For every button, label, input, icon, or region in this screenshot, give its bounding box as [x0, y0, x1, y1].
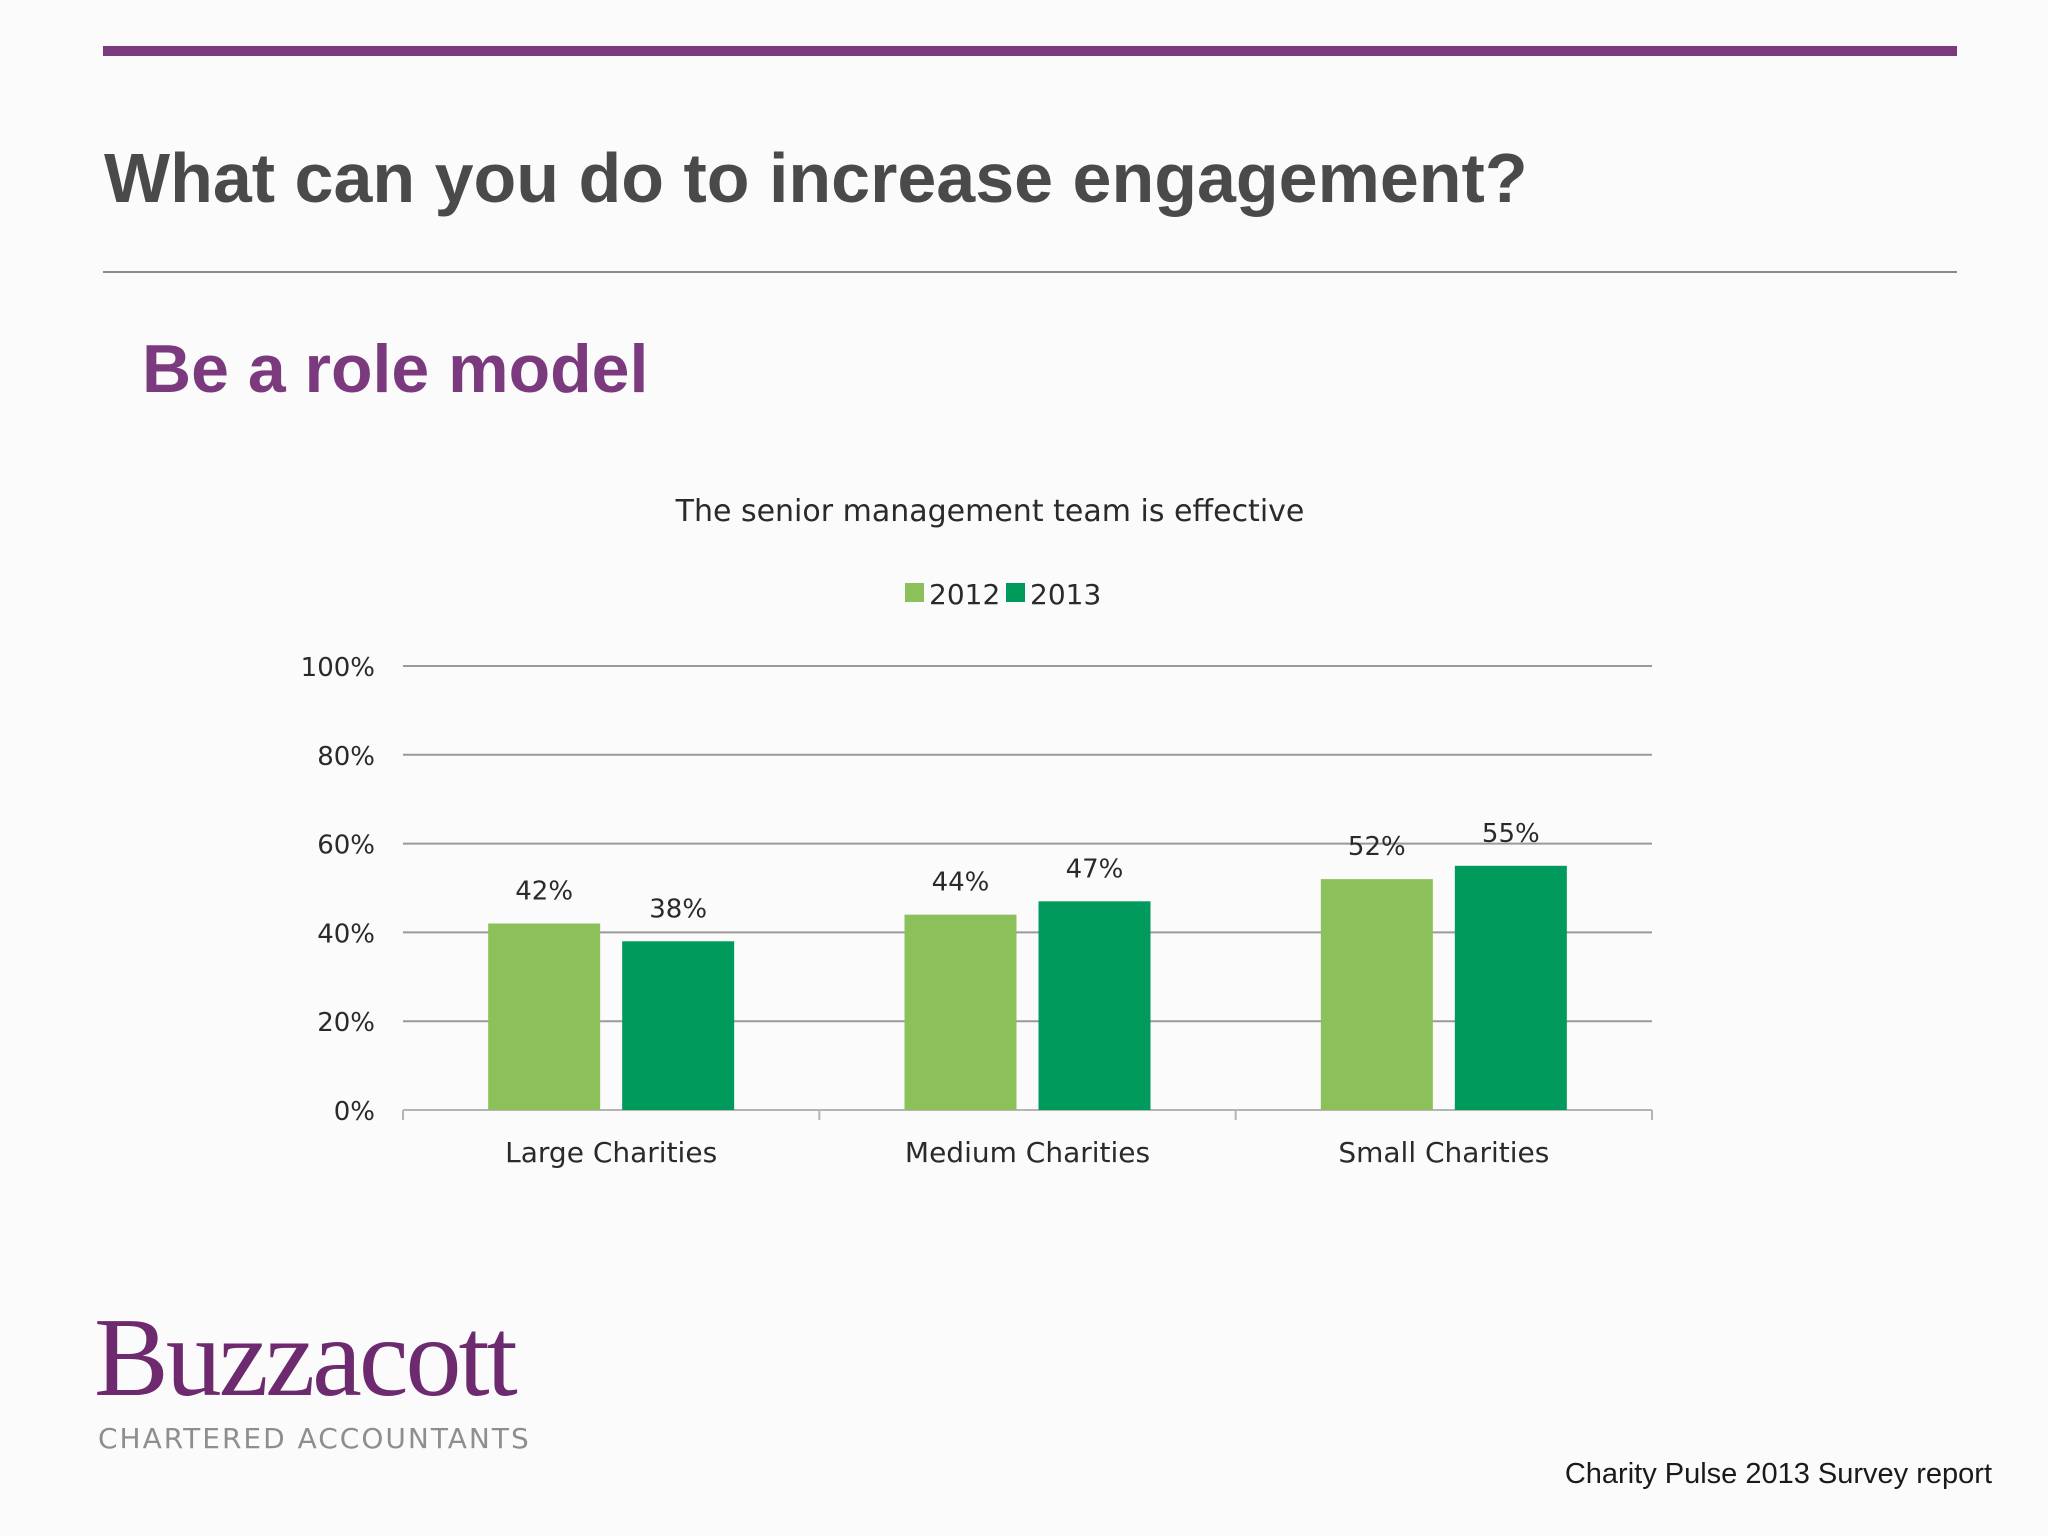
source-note: Charity Pulse 2013 Survey report — [1564, 1458, 1992, 1490]
y-tick-label: 80% — [317, 742, 375, 772]
x-axis: Large Charities Medium Charities Small Cha… — [402, 1110, 1653, 1169]
bar-2012-0 — [488, 923, 601, 1110]
y-axis-ticks: 0% 20% 40% 60% 80% 100% — [301, 653, 375, 1127]
slide-title: What can you do to increase engagement? — [104, 139, 1528, 217]
data-label: 42% — [515, 877, 573, 907]
top-accent-bar — [103, 46, 1957, 56]
data-label: 47% — [1066, 854, 1124, 884]
legend-swatch — [905, 583, 924, 602]
bar-2013-2 — [1454, 865, 1567, 1110]
chart-bars: 42% 38% 44% 47% 52% 55% — [488, 819, 1567, 1110]
logo-tagline: CHARTERED ACCOUNTANTS — [98, 1422, 531, 1455]
data-label: 52% — [1348, 832, 1406, 862]
buzzacott-logo: Buzzacott — [94, 1296, 518, 1420]
bar-2013-1 — [1038, 901, 1151, 1110]
y-tick-label: 0% — [334, 1097, 375, 1127]
bar-2013-0 — [622, 941, 735, 1110]
chart-title: The senior management team is effective — [675, 494, 1305, 529]
legend-swatch — [1006, 583, 1025, 602]
chart-gridlines — [403, 665, 1652, 1111]
x-category-label: Medium Charities — [905, 1136, 1150, 1169]
y-tick-label: 40% — [317, 919, 375, 949]
legend-label: 2012 — [929, 578, 1000, 611]
data-label: 38% — [649, 894, 707, 924]
data-label: 55% — [1482, 819, 1540, 849]
bar-2012-2 — [1320, 879, 1433, 1110]
title-divider — [103, 271, 1957, 273]
y-tick-label: 60% — [317, 831, 375, 861]
legend-label: 2013 — [1030, 578, 1101, 611]
y-tick-label: 20% — [317, 1008, 375, 1038]
data-label: 44% — [932, 868, 990, 898]
x-category-label: Large Charities — [505, 1136, 717, 1169]
bar-2012-1 — [904, 914, 1017, 1110]
y-tick-label: 100% — [301, 653, 375, 683]
slide-subtitle: Be a role model — [142, 331, 649, 407]
chart-legend: 2012 2013 — [905, 578, 1101, 611]
x-category-label: Small Charities — [1338, 1136, 1549, 1169]
